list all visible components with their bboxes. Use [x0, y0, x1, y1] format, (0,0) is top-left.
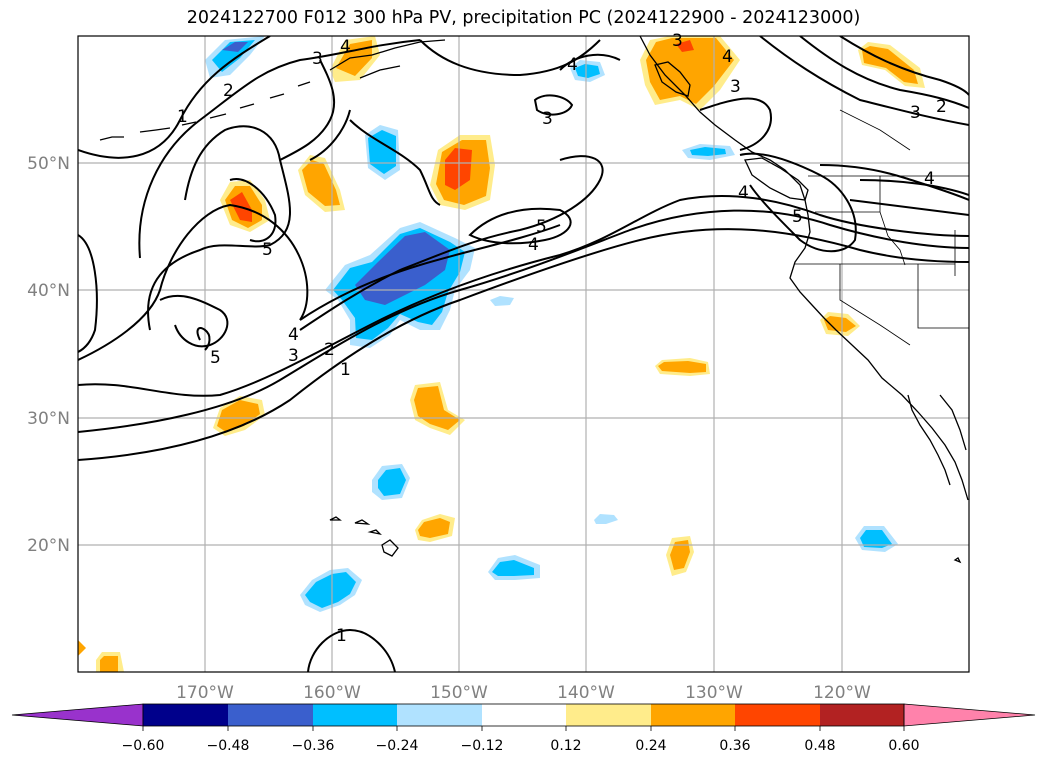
pv-label: 2	[324, 340, 335, 360]
lat-tick-label: 40°N	[27, 281, 70, 301]
pv-label: 4	[288, 325, 299, 345]
latitude-tick-labels: 50°N 40°N 30°N 20°N	[27, 154, 70, 556]
lat-lon-gridlines	[78, 36, 969, 672]
lat-tick-label: 30°N	[27, 409, 70, 429]
longitude-tick-labels: 170°W 160°W 150°W 140°W 130°W 120°W	[176, 683, 871, 703]
map-frame	[77, 35, 970, 673]
lon-tick-label: 130°W	[685, 683, 743, 703]
pv-label: 4	[528, 235, 539, 255]
lon-tick-label: 140°W	[557, 683, 615, 703]
colorbar-extend-low	[11, 703, 144, 727]
colorbar: −0.60 −0.48 −0.36 −0.24 −0.12 0.12 0.24 …	[11, 703, 1036, 754]
lat-tick-label: 50°N	[27, 154, 70, 174]
pv-label: 4	[924, 169, 935, 189]
colorbar-segment	[820, 704, 904, 726]
pv-label: 1	[340, 360, 351, 380]
pv-contours	[78, 36, 969, 672]
colorbar-label: −0.36	[292, 738, 335, 754]
colorbar-label: −0.48	[207, 738, 250, 754]
political-borders	[795, 109, 969, 346]
pv-label: 3	[288, 346, 299, 366]
colorbar-segment	[397, 704, 482, 726]
colorbar-label: 0.60	[888, 738, 919, 754]
lon-tick-label: 120°W	[813, 683, 871, 703]
colorbar-segment	[735, 704, 820, 726]
colorbar-segment	[313, 704, 397, 726]
lon-tick-label: 150°W	[430, 683, 488, 703]
pv-label: 3	[730, 77, 741, 97]
colorbar-label: −0.24	[376, 738, 419, 754]
colorbar-segment	[482, 704, 566, 726]
colorbar-segment	[651, 704, 735, 726]
pv-label: 5	[536, 217, 547, 237]
pv-label: 2	[936, 97, 947, 117]
colorbar-segment	[566, 704, 651, 726]
pv-label: 1	[336, 626, 347, 646]
map-title: 2024122700 F012 300 hPa PV, precipitatio…	[186, 8, 861, 28]
colorbar-label: 0.24	[635, 738, 666, 754]
colorbar-label: 0.48	[804, 738, 835, 754]
colorbar-label: 0.12	[550, 738, 581, 754]
pv-label: 3	[542, 109, 553, 129]
colorbar-label: −0.12	[461, 738, 504, 754]
pv-label: 5	[262, 240, 273, 260]
colorbar-label: 0.36	[719, 738, 750, 754]
pv-label: 2	[223, 81, 234, 101]
pv-contour-labels: 1 2 3 4 5 3 2 1 5 4 5 4 3 4 3 3 4 4 2 3 …	[177, 31, 947, 646]
pv-label: 4	[722, 47, 733, 67]
pv-label: 3	[312, 49, 323, 69]
pv-label: 5	[210, 348, 221, 368]
colorbar-segment	[143, 704, 228, 726]
pv-label: 4	[340, 37, 351, 57]
pv-label: 5	[792, 207, 803, 227]
lon-tick-label: 160°W	[303, 683, 361, 703]
pv-label: 1	[177, 107, 188, 127]
colorbar-label: −0.60	[122, 738, 165, 754]
pv-label: 3	[672, 31, 683, 51]
colorbar-segment	[228, 704, 313, 726]
pv-label: 4	[567, 55, 578, 75]
colorbar-extend-high	[903, 703, 1036, 727]
lat-tick-label: 20°N	[27, 536, 70, 556]
pv-label: 4	[738, 183, 749, 203]
lon-tick-label: 170°W	[176, 683, 234, 703]
pv-label: 3	[910, 103, 921, 123]
coastlines	[99, 36, 969, 564]
